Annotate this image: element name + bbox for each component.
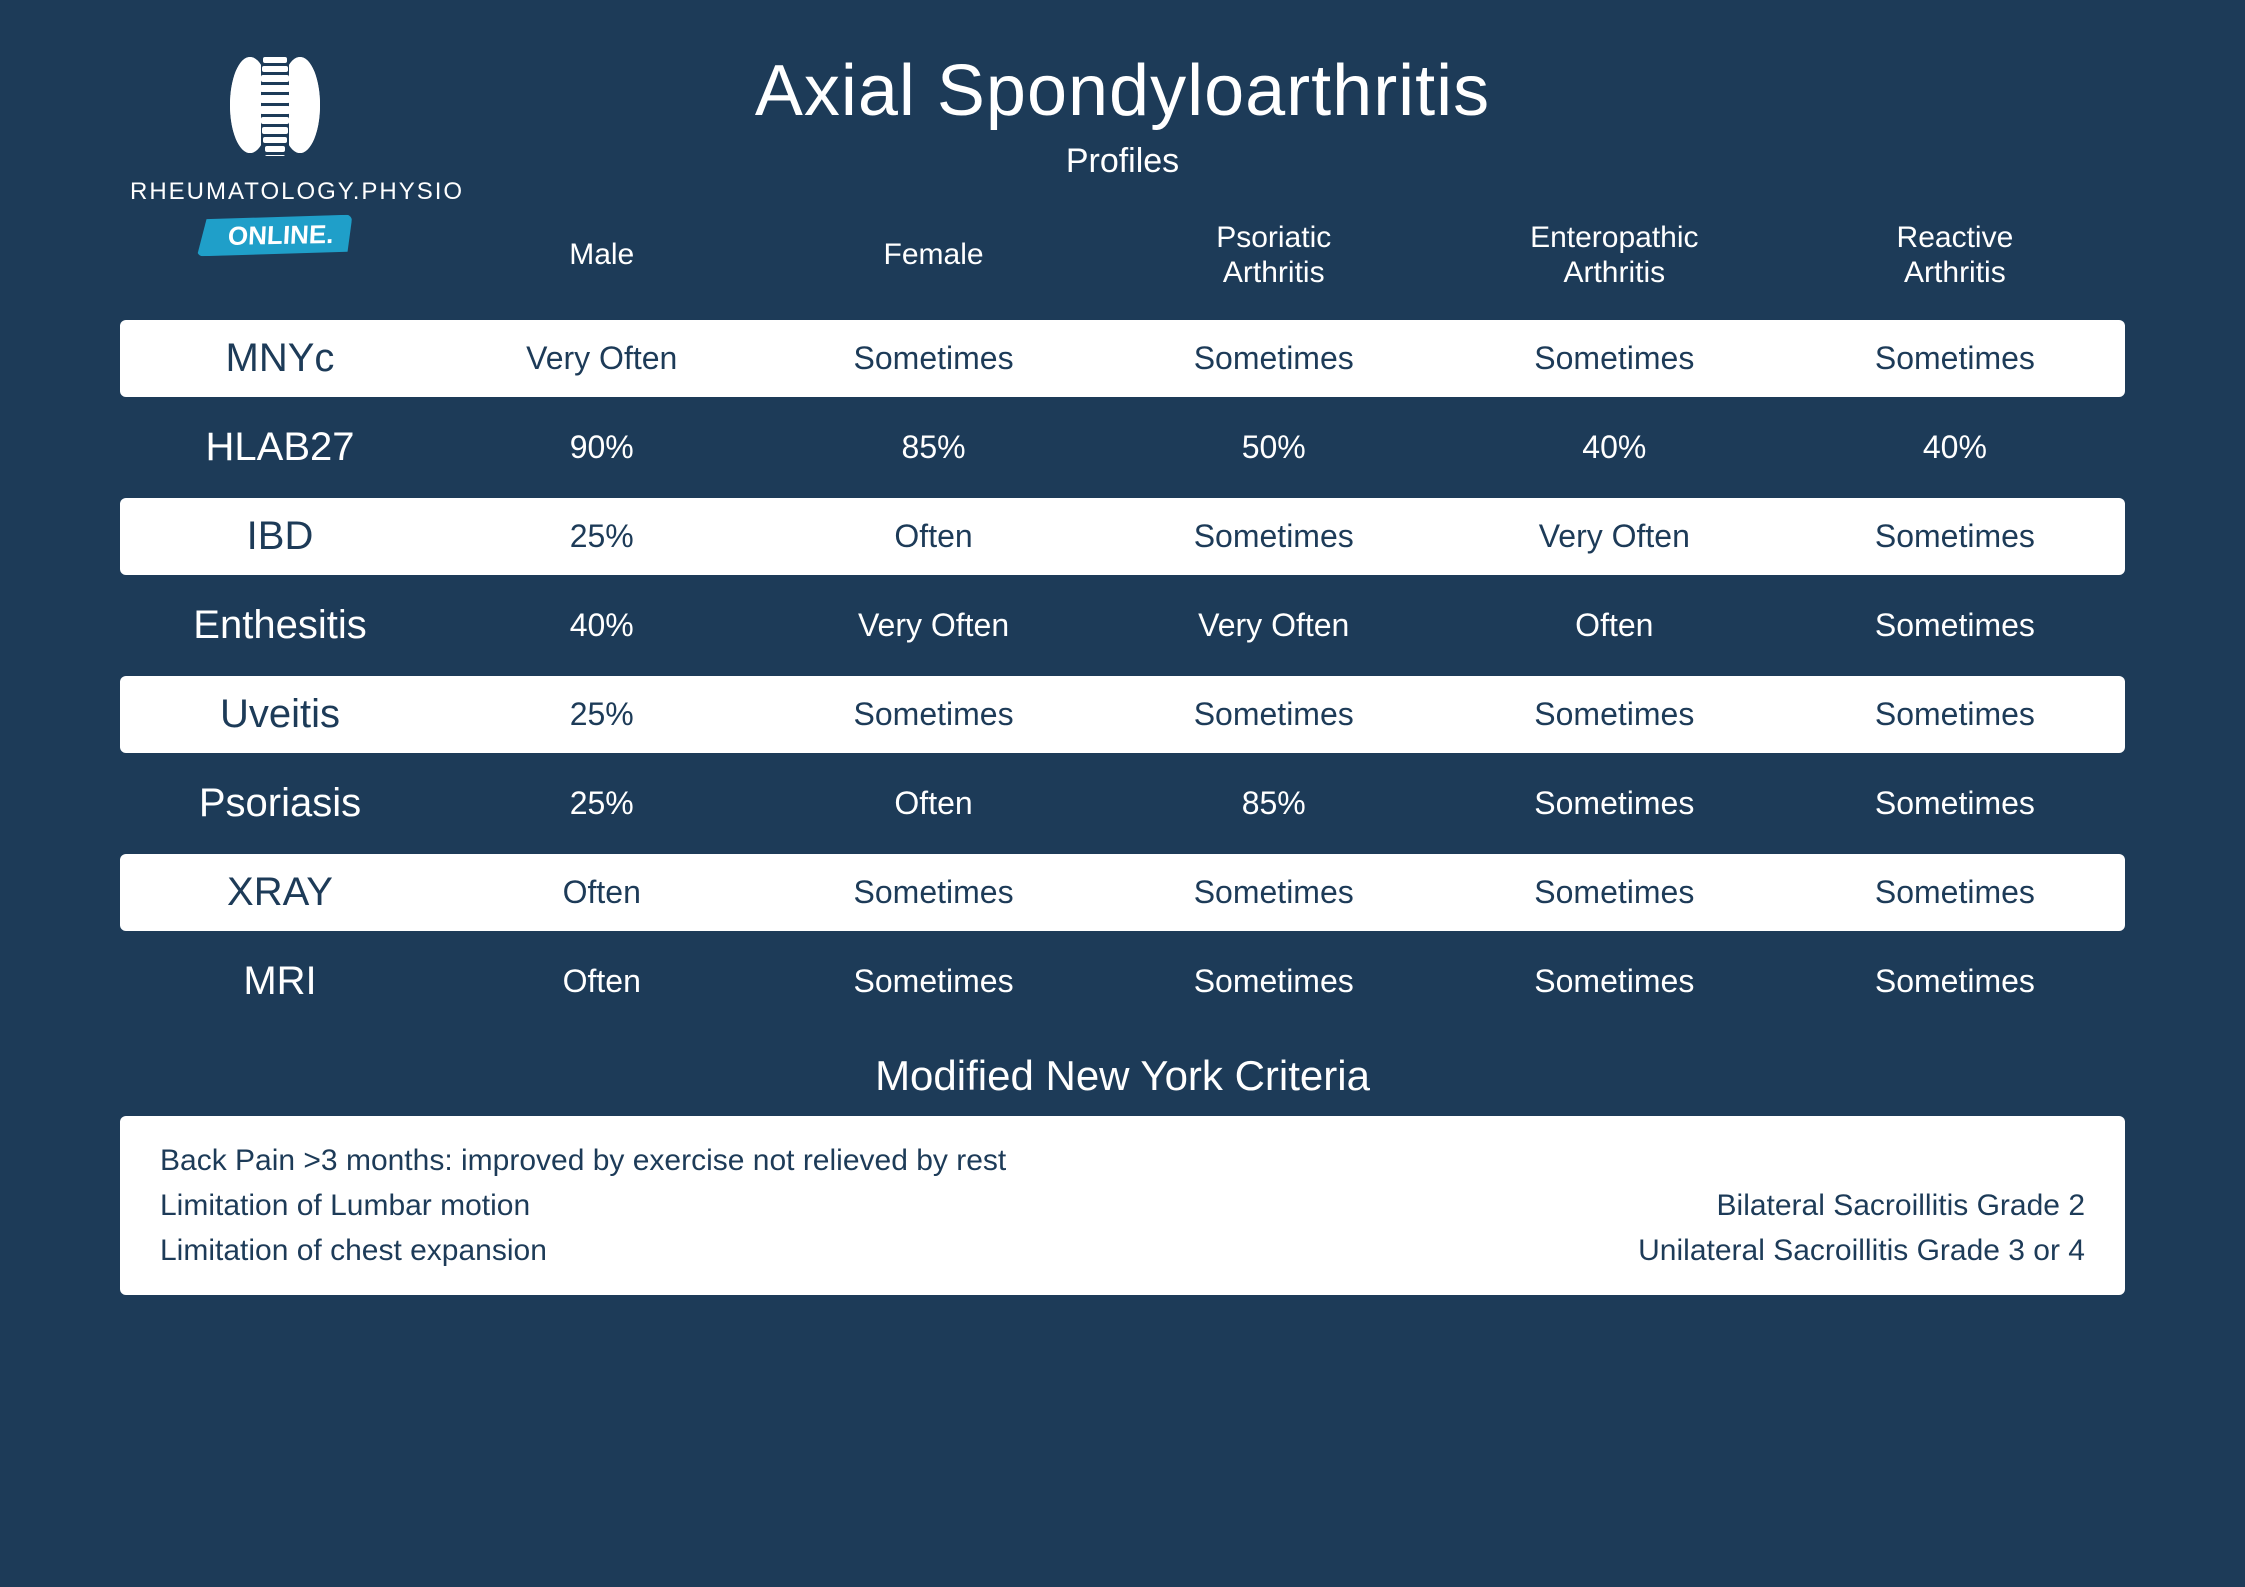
table-cell: Sometimes (763, 676, 1103, 753)
col-header: PsoriaticArthritis (1104, 213, 1444, 308)
brand-name: RHEUMATOLOGY.PHYSIO (130, 178, 420, 206)
table-cell: Sometimes (763, 943, 1103, 1020)
table-cell: Sometimes (1785, 676, 2125, 753)
table-row: Uveitis25%SometimesSometimesSometimesSom… (120, 676, 2125, 753)
criteria-item: Limitation of chest expansion (160, 1228, 1006, 1273)
table-cell: Sometimes (1444, 765, 1785, 842)
table-cell: Sometimes (1785, 854, 2125, 931)
row-label: MRI (120, 943, 440, 1020)
table-cell: Sometimes (1104, 676, 1444, 753)
col-header: EnteropathicArthritis (1444, 213, 1785, 308)
criteria-item: Limitation of Lumbar motion (160, 1183, 1006, 1228)
col-header: ReactiveArthritis (1785, 213, 2125, 308)
table-cell: Very Often (763, 587, 1103, 664)
criteria-item: Bilateral Sacroillitis Grade 2 (1638, 1183, 2085, 1228)
table-cell: Sometimes (1785, 320, 2125, 397)
row-label: XRAY (120, 854, 440, 931)
table-cell: Sometimes (1104, 854, 1444, 931)
table-cell: Often (763, 765, 1103, 842)
table-cell: 85% (1104, 765, 1444, 842)
row-label: MNYc (120, 320, 440, 397)
table-cell: Often (440, 943, 763, 1020)
row-label: Psoriasis (120, 765, 440, 842)
table-cell: Sometimes (1444, 943, 1785, 1020)
table-cell: Sometimes (1785, 943, 2125, 1020)
table-row: MRIOftenSometimesSometimesSometimesSomet… (120, 943, 2125, 1020)
table-cell: Often (763, 498, 1103, 575)
brand-logo-block: RHEUMATOLOGY.PHYSIO ONLINE. (130, 45, 420, 255)
page-subtitle: Profiles (120, 142, 2125, 181)
table-cell: 25% (440, 765, 763, 842)
table-cell: 40% (1444, 409, 1785, 486)
table-cell: 25% (440, 498, 763, 575)
criteria-box: Back Pain >3 months: improved by exercis… (120, 1116, 2125, 1295)
criteria-item: Unilateral Sacroillitis Grade 3 or 4 (1638, 1228, 2085, 1273)
table-cell: Sometimes (1785, 765, 2125, 842)
criteria-title: Modified New York Criteria (120, 1052, 2125, 1100)
table-cell: Sometimes (763, 320, 1103, 397)
table-cell: Sometimes (1785, 498, 2125, 575)
table-cell: Sometimes (1104, 498, 1444, 575)
table-row: Enthesitis40%Very OftenVery OftenOftenSo… (120, 587, 2125, 664)
row-label: HLAB27 (120, 409, 440, 486)
table-row: HLAB2790%85%50%40%40% (120, 409, 2125, 486)
profiles-table: MaleFemalePsoriaticArthritisEnteropathic… (120, 201, 2125, 1032)
col-header: Male (440, 213, 763, 308)
table-cell: Very Often (1444, 498, 1785, 575)
table-header-row: MaleFemalePsoriaticArthritisEnteropathic… (120, 213, 2125, 308)
table-cell: Very Often (1104, 587, 1444, 664)
title-block: Axial Spondyloarthritis Profiles (120, 50, 2125, 181)
table-cell: Sometimes (1444, 320, 1785, 397)
table-row: XRAYOftenSometimesSometimesSometimesSome… (120, 854, 2125, 931)
table-cell: Very Often (440, 320, 763, 397)
table-cell: Sometimes (763, 854, 1103, 931)
table-cell: Often (440, 854, 763, 931)
table-cell: Sometimes (1104, 943, 1444, 1020)
row-label: Enthesitis (120, 587, 440, 664)
online-badge: ONLINE. (197, 215, 353, 257)
row-label: Uveitis (120, 676, 440, 753)
table-body: MNYcVery OftenSometimesSometimesSometime… (120, 320, 2125, 1020)
criteria-left-list: Back Pain >3 months: improved by exercis… (160, 1138, 1006, 1273)
spine-logo-icon (130, 45, 420, 170)
col-header: Female (763, 213, 1103, 308)
table-cell: Sometimes (1444, 676, 1785, 753)
table-cell: 50% (1104, 409, 1444, 486)
table-row: Psoriasis25%Often85%SometimesSometimes (120, 765, 2125, 842)
table-row: MNYcVery OftenSometimesSometimesSometime… (120, 320, 2125, 397)
table-cell: 40% (1785, 409, 2125, 486)
row-label: IBD (120, 498, 440, 575)
table-cell: Sometimes (1104, 320, 1444, 397)
table-cell: 40% (440, 587, 763, 664)
criteria-block: Modified New York Criteria Back Pain >3 … (120, 1052, 2125, 1295)
table-cell: 25% (440, 676, 763, 753)
profiles-table-wrap: MaleFemalePsoriaticArthritisEnteropathic… (120, 201, 2125, 1032)
criteria-right-list: Bilateral Sacroillitis Grade 2Unilateral… (1638, 1138, 2085, 1273)
table-row: IBD25%OftenSometimesVery OftenSometimes (120, 498, 2125, 575)
criteria-item: Back Pain >3 months: improved by exercis… (160, 1138, 1006, 1183)
table-cell: 85% (763, 409, 1103, 486)
table-cell: Sometimes (1785, 587, 2125, 664)
table-cell: Often (1444, 587, 1785, 664)
table-cell: Sometimes (1444, 854, 1785, 931)
page-title: Axial Spondyloarthritis (120, 50, 2125, 132)
table-cell: 90% (440, 409, 763, 486)
